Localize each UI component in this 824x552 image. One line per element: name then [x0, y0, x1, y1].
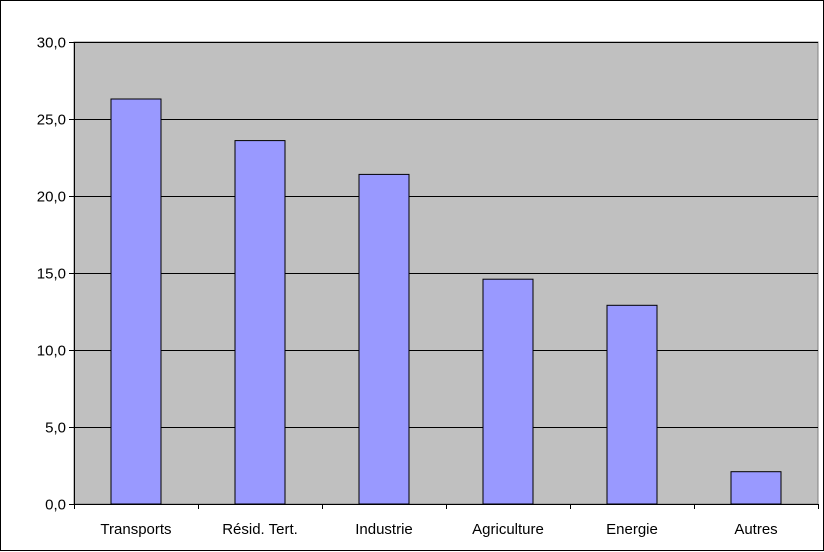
grid-lines [74, 42, 818, 428]
axes [69, 42, 819, 509]
bar [358, 173, 410, 505]
bar [606, 304, 658, 505]
y-tick-label: 0,0 [45, 497, 66, 514]
y-tick-label: 30,0 [37, 35, 66, 52]
bar [482, 278, 534, 505]
bar [730, 471, 782, 505]
bar [110, 98, 162, 505]
x-tick-label: Industrie [355, 521, 413, 538]
bar [234, 140, 286, 505]
y-tick-label: 20,0 [37, 189, 66, 206]
x-tick-labels: Transports Résid. Tert. Industrie Agricultu… [100, 521, 777, 538]
y-tick-label: 15,0 [37, 266, 66, 283]
x-tick-label: Transports [100, 521, 171, 538]
x-tick-label: Energie [606, 521, 658, 538]
bars [110, 98, 782, 505]
y-tick-label: 10,0 [37, 343, 66, 360]
x-tick-label: Résid. Tert. [222, 521, 298, 538]
y-tick-label: 25,0 [37, 112, 66, 129]
y-tick-labels: 0,0 5,0 10,0 15,0 20,0 25,0 30,0 [37, 35, 66, 514]
x-tick-label: Agriculture [472, 521, 544, 538]
y-tick-label: 5,0 [45, 420, 66, 437]
x-tick-label: Autres [734, 521, 777, 538]
